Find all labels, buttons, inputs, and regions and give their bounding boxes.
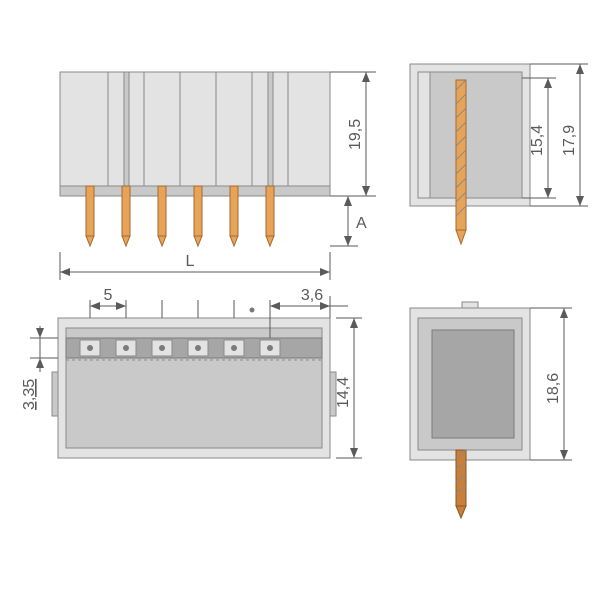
dim-3-6: 3,6 [270, 287, 348, 318]
dim-18-6: 18,6 [530, 308, 572, 460]
side-view: 15,4 17,9 [410, 64, 588, 244]
dim-3-35-label: 3,35 [21, 379, 38, 410]
dim-A: A [330, 196, 367, 246]
side-top-view: 18,6 [410, 302, 572, 518]
top-view: 5 3,6 3,35 14,4 [21, 287, 362, 458]
dim-pitch-label: 5 [104, 287, 113, 304]
dim-18-6-label: 18,6 [545, 373, 562, 404]
front-view: 19,5 A L [60, 72, 376, 280]
dim-14-4: 14,4 [335, 318, 362, 458]
dim-3-6-label: 3,6 [301, 287, 323, 304]
dim-height-19-5: 19,5 [330, 72, 376, 196]
dim-height-19-5-label: 19,5 [347, 119, 364, 150]
dim-14-4-label: 14,4 [335, 377, 352, 408]
dim-15-4-label: 15,4 [529, 125, 546, 156]
dim-L-label: L [186, 253, 195, 270]
dim-17-9-label: 17,9 [561, 125, 578, 156]
dim-L: L [60, 252, 330, 280]
dim-A-label: A [356, 215, 367, 232]
technical-drawing: 19,5 A L [0, 0, 600, 600]
